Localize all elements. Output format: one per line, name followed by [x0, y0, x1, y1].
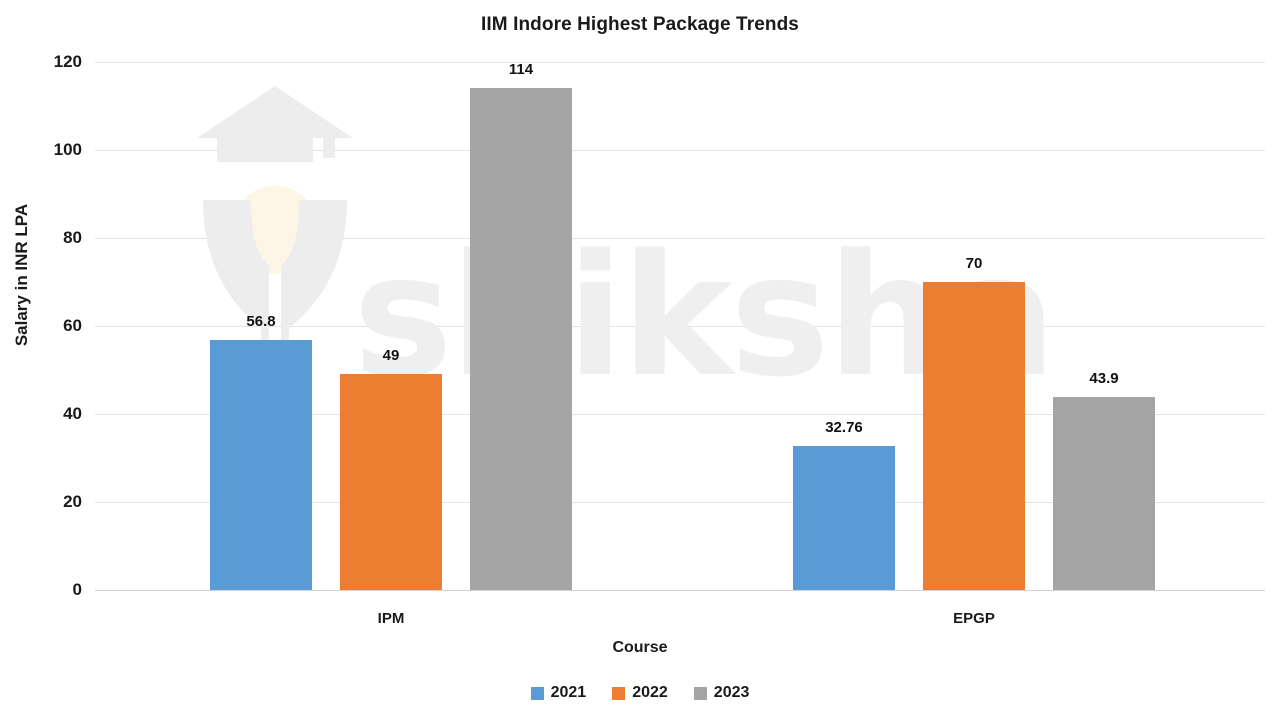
- y-axis-tick-label: 20: [63, 492, 82, 511]
- gridline: [95, 62, 1265, 63]
- y-axis-tick-label: 0: [72, 580, 82, 599]
- legend-item-2021[interactable]: 2021: [530, 684, 587, 701]
- bar-epgp-2023[interactable]: [1053, 396, 1155, 590]
- legend-item-2022[interactable]: 2022: [612, 685, 668, 701]
- gridline: [95, 502, 1265, 503]
- bar-value-label: 114: [508, 61, 534, 79]
- legend-label: 2022: [632, 684, 668, 701]
- bar-ipm-2021[interactable]: [210, 340, 312, 590]
- chart-legend: 2021 2022 2023: [0, 685, 1280, 701]
- y-axis-tick-label: 40: [63, 404, 82, 423]
- y-axis-tick-label: 120: [53, 52, 82, 71]
- legend-label: 2021: [550, 684, 587, 701]
- plot-area: shiksha 56.8 49 114 32.76 70 43.9: [95, 61, 1265, 591]
- bar-epgp-2021[interactable]: [793, 445, 895, 590]
- bar-value-label: 43.9: [1089, 369, 1119, 387]
- bar-value-label: 70: [965, 255, 983, 272]
- gridline: [95, 414, 1265, 415]
- bar-value-label: 32.76: [825, 418, 863, 436]
- bar-ipm-2022[interactable]: [340, 374, 442, 590]
- gridline: [95, 590, 1265, 591]
- legend-swatch-icon: [693, 686, 707, 700]
- x-axis-category-ipm: IPM: [377, 610, 405, 627]
- legend-swatch-icon: [612, 686, 626, 700]
- legend-swatch-icon: [530, 686, 544, 700]
- bar-value-label: 56.8: [246, 313, 276, 331]
- bars-layer: 56.8 49 114 32.76 70 43.9: [95, 61, 1265, 590]
- bar-ipm-2023[interactable]: [470, 88, 572, 590]
- chart-title: IIM Indore Highest Package Trends: [481, 14, 799, 35]
- x-axis-category-epgp: EPGP: [953, 610, 995, 627]
- gridline: [95, 150, 1265, 151]
- y-axis-tick-label: 100: [53, 140, 82, 159]
- y-axis-tick-labels: 120 100 80 60 40 20 0: [10, 52, 82, 599]
- x-axis-title: Course: [612, 639, 668, 656]
- gridline: [95, 238, 1265, 239]
- bar-epgp-2022[interactable]: [923, 282, 1025, 590]
- bar-value-label: 49: [382, 347, 400, 365]
- y-axis-tick-label: 80: [63, 228, 82, 247]
- legend-item-2023[interactable]: 2023: [693, 684, 750, 701]
- y-axis-tick-label: 60: [63, 316, 82, 335]
- legend-label: 2023: [713, 684, 750, 701]
- gridline: [95, 326, 1265, 327]
